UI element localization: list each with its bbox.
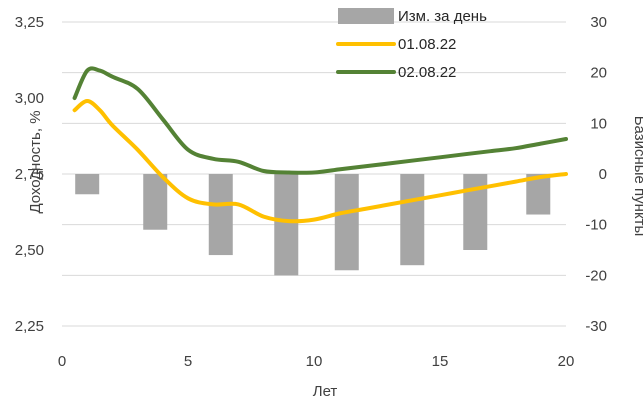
x-tick-label: 5 [184,353,192,370]
bar [208,174,233,256]
right-tick-label: -30 [585,318,607,335]
left-tick-label: 2,50 [15,242,44,259]
legend-label: 02.08.22 [398,64,456,81]
x-tick-label: 10 [306,353,323,370]
right-axis-ticks: -30 -20 -10 0 10 20 30 [585,14,607,335]
series-line [72,66,568,175]
legend: Изм. за день 01.08.22 02.08.22 [336,8,487,81]
right-tick-label: -10 [585,217,607,234]
right-tick-label: 20 [590,65,607,82]
bar [400,174,425,266]
right-tick-label: -20 [585,267,607,284]
right-tick-label: 10 [590,115,607,132]
x-tick-label: 15 [432,353,449,370]
right-axis-title: Базисные пункты [631,116,643,237]
bar-series [75,174,551,276]
right-tick-label: 0 [599,166,607,183]
bar [143,174,168,230]
legend-label: 01.08.22 [398,36,456,53]
left-axis-ticks: 2,25 2,50 2,75 3,00 3,25 [15,14,44,335]
bar [75,174,100,195]
right-tick-label: 30 [590,14,607,31]
left-tick-label: 2,25 [15,318,44,335]
legend-swatch [338,8,394,24]
left-tick-label: 3,25 [15,14,44,31]
x-tick-label: 20 [558,353,575,370]
x-axis-ticks: 0 5 10 15 20 [58,353,575,370]
left-tick-label: 2,75 [15,166,44,183]
left-axis-title: Доходность, % [27,110,44,213]
series-line [72,99,568,224]
legend-label: Изм. за день [398,8,487,25]
bar [274,174,299,276]
bar [334,174,359,271]
left-tick-label: 3,00 [15,90,44,107]
x-axis-title: Лет [313,383,338,399]
line-series [72,66,568,224]
x-tick-label: 0 [58,353,66,370]
